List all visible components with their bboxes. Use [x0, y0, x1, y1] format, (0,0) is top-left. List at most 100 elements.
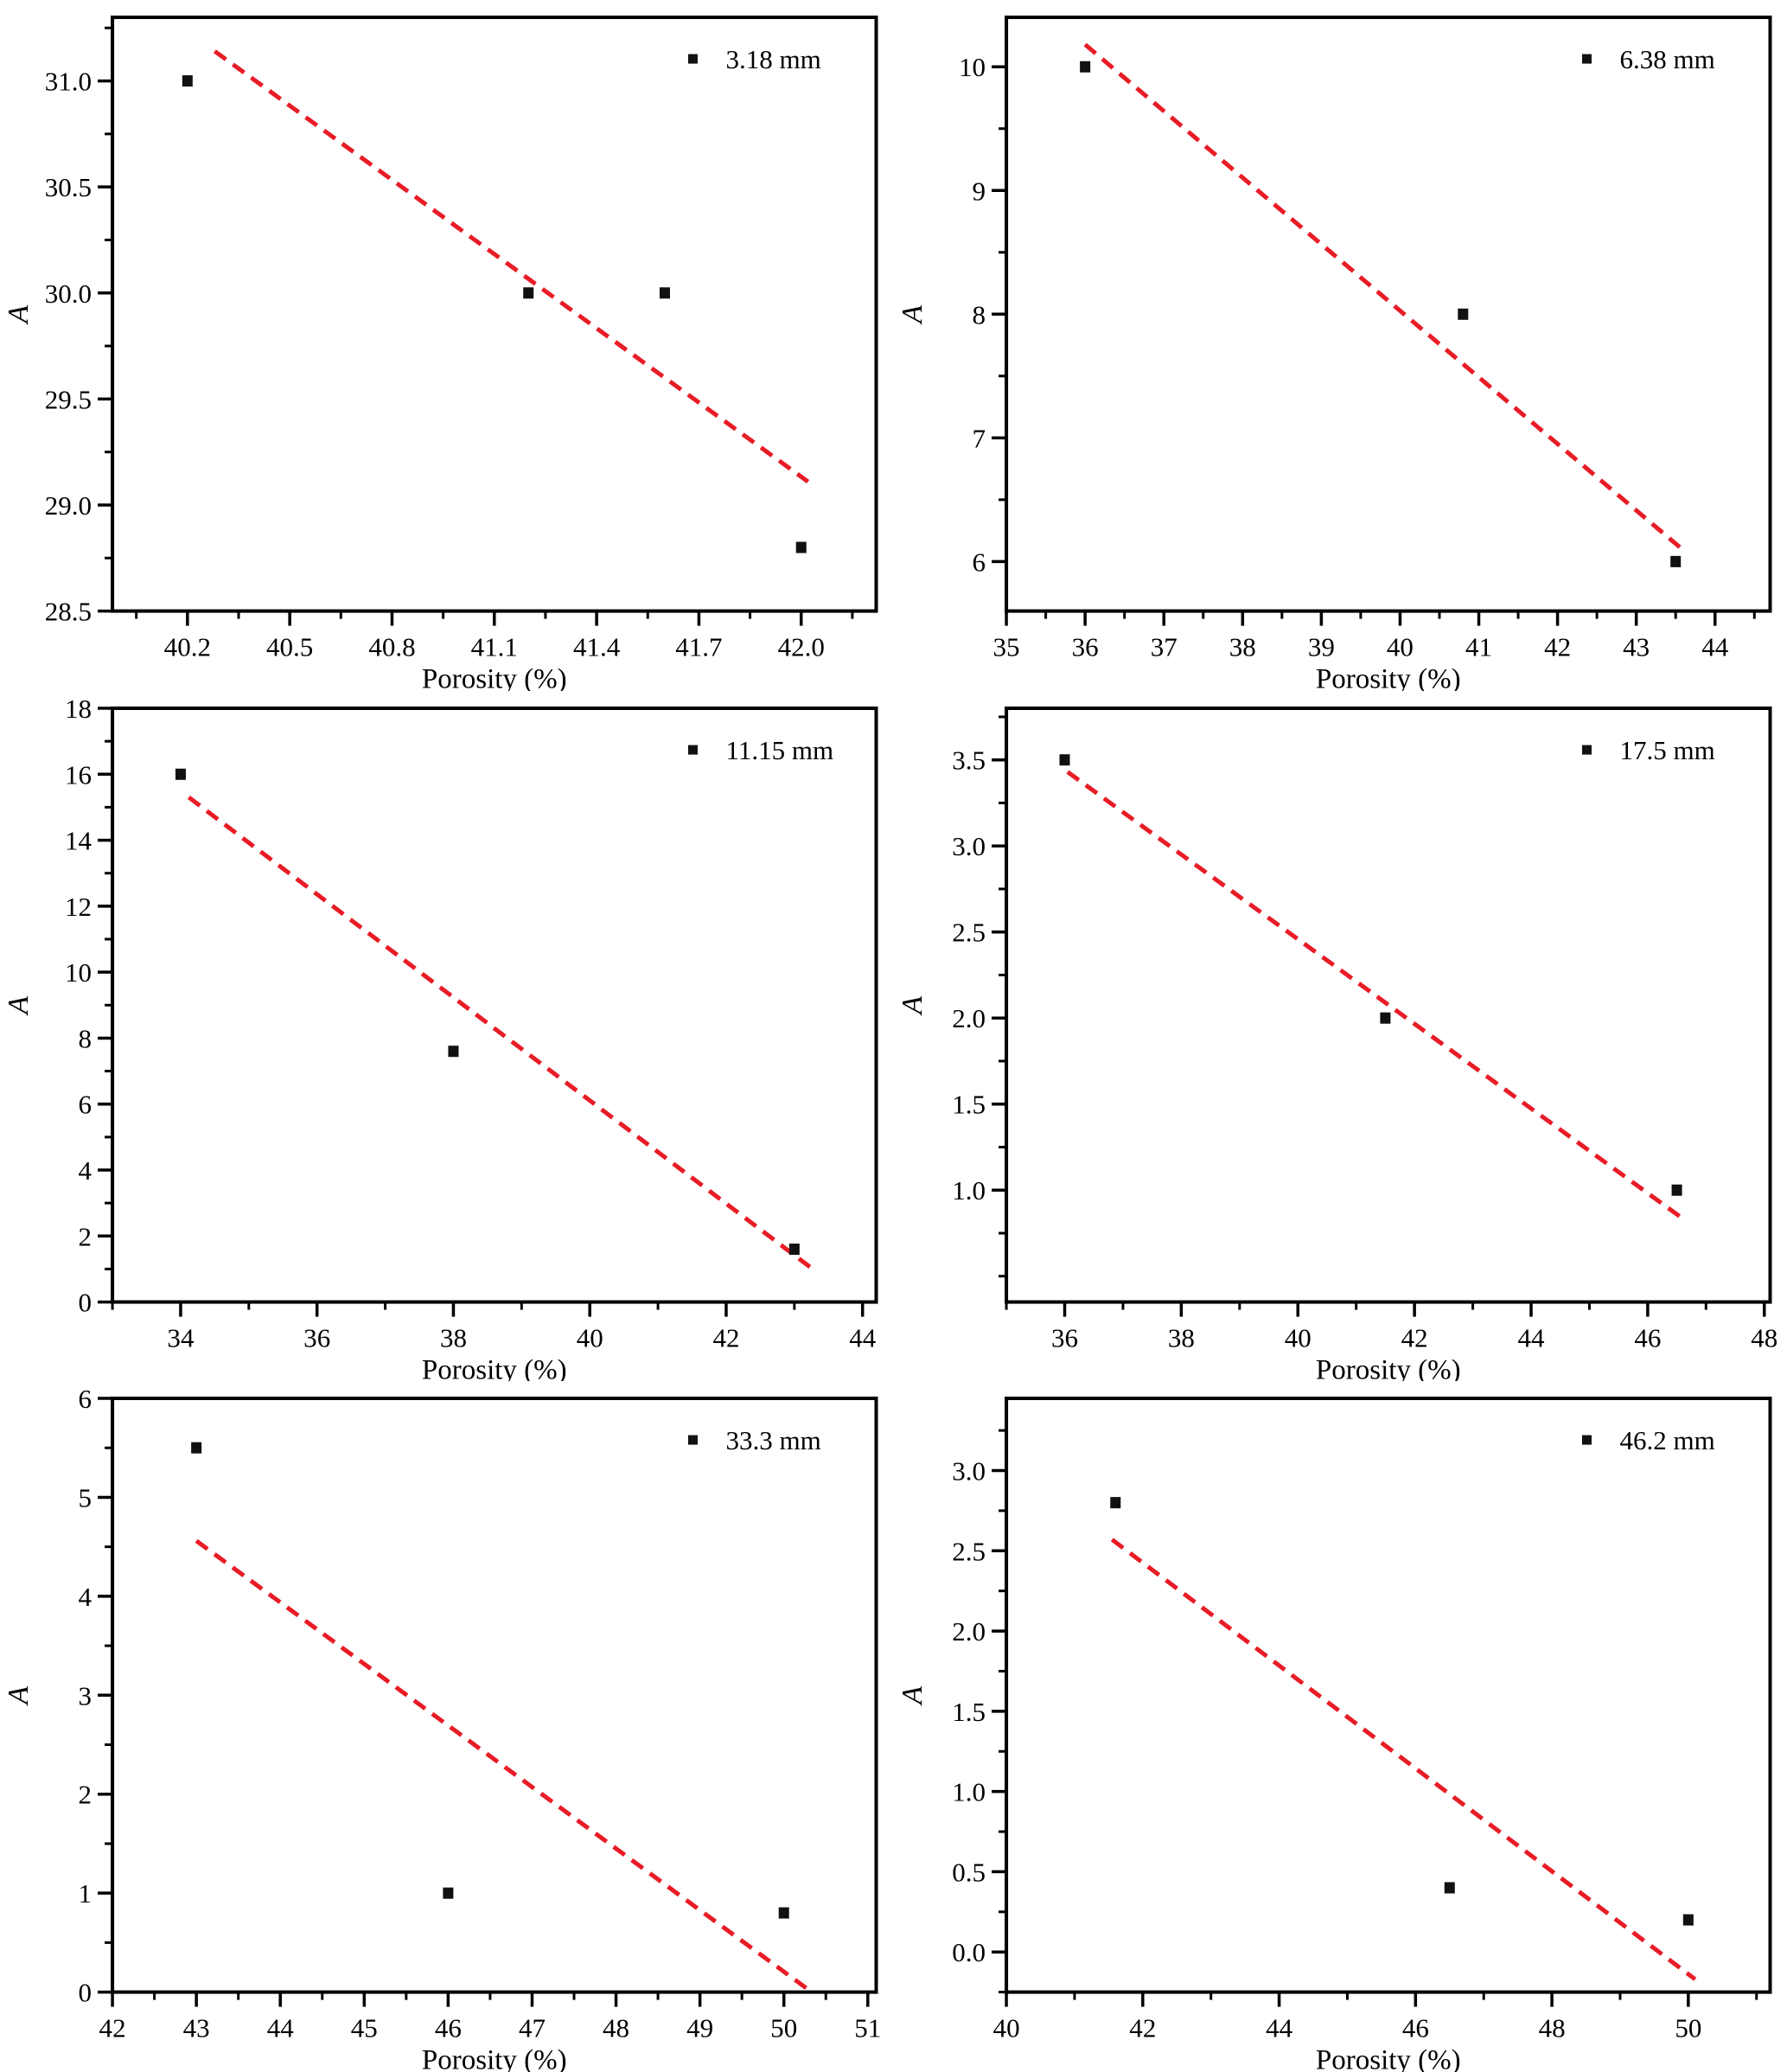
y-tick-label: 1.0 [952, 1777, 986, 1807]
legend-marker [687, 745, 698, 755]
data-point-marker [1682, 1914, 1694, 1926]
legend-marker [687, 1435, 698, 1445]
x-tick-label: 40 [992, 2013, 1019, 2043]
x-tick-label: 43 [1623, 632, 1650, 662]
x-tick-label: 39 [1307, 632, 1334, 662]
y-tick-label: 1.0 [952, 1175, 986, 1205]
x-tick-label: 46 [1634, 1322, 1661, 1353]
x-axis-label: Porosity (%) [1315, 1354, 1460, 1381]
y-tick-label: 0.5 [952, 1858, 986, 1888]
y-tick-label: 6 [79, 1089, 93, 1119]
x-axis-label: Porosity (%) [422, 664, 567, 691]
legend-label: 6.38 mm [1619, 44, 1714, 74]
x-tick-label: 40 [1386, 632, 1413, 662]
x-tick-label: 42 [1544, 632, 1571, 662]
y-axis-label: A [3, 305, 35, 325]
data-point-marker [443, 1887, 454, 1899]
y-tick-label: 2 [79, 1780, 93, 1810]
x-tick-label: 40.8 [368, 632, 415, 662]
scatter-panel-6: 40 42 44 46 48 50 0.0 0.5 1.0 1.5 2.0 2.5 3.0 46.2 mm… [894, 1381, 1787, 2072]
x-tick-label: 45 [351, 2013, 378, 2043]
y-tick-label: 3.0 [952, 1456, 986, 1487]
x-axis-label: Porosity (%) [1315, 2045, 1460, 2072]
legend-label: 11.15 mm [725, 735, 833, 765]
data-point-marker [778, 1907, 789, 1919]
legend-label: 46.2 mm [1619, 1425, 1714, 1455]
y-tick-label: 5 [79, 1483, 93, 1513]
data-point-marker [175, 768, 186, 780]
y-tick-label: 7 [972, 423, 986, 453]
y-tick-label: 6 [79, 1384, 93, 1414]
y-tick-label: 9 [972, 176, 986, 206]
x-tick-label: 36 [1050, 1322, 1077, 1353]
x-tick-label: 48 [1751, 1322, 1777, 1353]
data-point-marker [523, 287, 534, 299]
data-point-marker [448, 1045, 459, 1057]
legend-marker [687, 54, 698, 64]
y-tick-label: 0 [79, 1287, 93, 1317]
x-tick-label: 51 [854, 2013, 881, 2043]
x-tick-label: 41 [1465, 632, 1492, 662]
y-tick-label: 29.5 [45, 384, 92, 414]
y-tick-label: 6 [972, 547, 986, 577]
y-axis-label: A [3, 995, 35, 1015]
plot-box [111, 16, 878, 613]
x-tick-label: 44 [267, 2013, 295, 2043]
plot-box [1004, 706, 1771, 1304]
y-axis-label: A [897, 995, 929, 1015]
y-tick-label: 4 [79, 1582, 93, 1612]
y-tick-label: 12 [65, 892, 92, 922]
x-tick-label: 35 [992, 632, 1019, 662]
trendline [1110, 1538, 1696, 1982]
y-tick-label: 10 [959, 52, 986, 82]
x-tick-label: 42 [1401, 1322, 1427, 1353]
x-tick-label: 41.1 [471, 632, 518, 662]
x-tick-label: 42.0 [778, 632, 825, 662]
x-tick-label: 37 [1150, 632, 1177, 662]
y-tick-label: 1.5 [952, 1089, 986, 1119]
scatter-panel-4: 36 38 40 42 44 46 48 1.0 1.5 2.0 2.5 3.0 3.5 17.5 mm P… [894, 691, 1787, 1381]
plot-box [111, 706, 878, 1304]
data-point-marker [1079, 61, 1090, 73]
x-axis-label: Porosity (%) [1315, 664, 1460, 691]
legend-marker [1581, 1435, 1592, 1445]
scatter-panel-1: 40.2 40.5 40.8 41.1 41.4 41.7 42.0 28.5 29.0 29.5… [0, 0, 894, 691]
x-tick-label: 49 [686, 2013, 713, 2043]
trendline [1065, 770, 1685, 1221]
y-tick-label: 2.5 [952, 1537, 986, 1567]
x-tick-label: 38 [1167, 1322, 1194, 1353]
x-tick-label: 44 [1266, 2013, 1293, 2043]
legend-label: 33.3 mm [725, 1425, 820, 1455]
x-tick-label: 34 [167, 1322, 195, 1353]
x-tick-label: 44 [1517, 1322, 1545, 1353]
x-tick-label: 40 [1284, 1322, 1311, 1353]
y-axis-label: A [897, 1686, 929, 1706]
data-point-marker [1444, 1882, 1455, 1894]
trendline [195, 1539, 811, 1992]
x-tick-label: 50 [1675, 2013, 1701, 2043]
y-tick-label: 0 [79, 1978, 93, 2008]
y-tick-label: 18 [65, 694, 92, 724]
x-tick-label: 38 [440, 1322, 467, 1353]
y-tick-label: 8 [79, 1023, 93, 1053]
x-tick-label: 48 [603, 2013, 629, 2043]
x-tick-label: 40 [577, 1322, 603, 1353]
scatter-panel-3: 34 36 38 40 42 44 0 2 4 6 8 10 12 14 16 18 11.15 mm Poros… [0, 691, 894, 1381]
data-point-marker [795, 541, 807, 553]
scatter-chart-svg: 36 38 40 42 44 46 48 1.0 1.5 2.0 2.5 3.0 3.5 17.5 mm P… [897, 706, 1777, 1381]
data-point-marker [1671, 1184, 1682, 1196]
x-tick-label: 48 [1538, 2013, 1565, 2043]
y-tick-label: 2 [79, 1221, 93, 1251]
y-tick-label: 3.5 [952, 745, 986, 775]
x-tick-label: 42 [99, 2013, 126, 2043]
x-tick-label: 36 [303, 1322, 330, 1353]
data-point-marker [1379, 1012, 1390, 1024]
plot-box [1004, 1397, 1771, 1994]
y-tick-label: 8 [972, 299, 986, 329]
y-tick-label: 29.0 [45, 490, 92, 521]
y-tick-label: 30.5 [45, 172, 92, 202]
y-tick-label: 10 [65, 957, 92, 988]
data-point-marker [1669, 555, 1681, 567]
x-tick-label: 43 [183, 2013, 210, 2043]
